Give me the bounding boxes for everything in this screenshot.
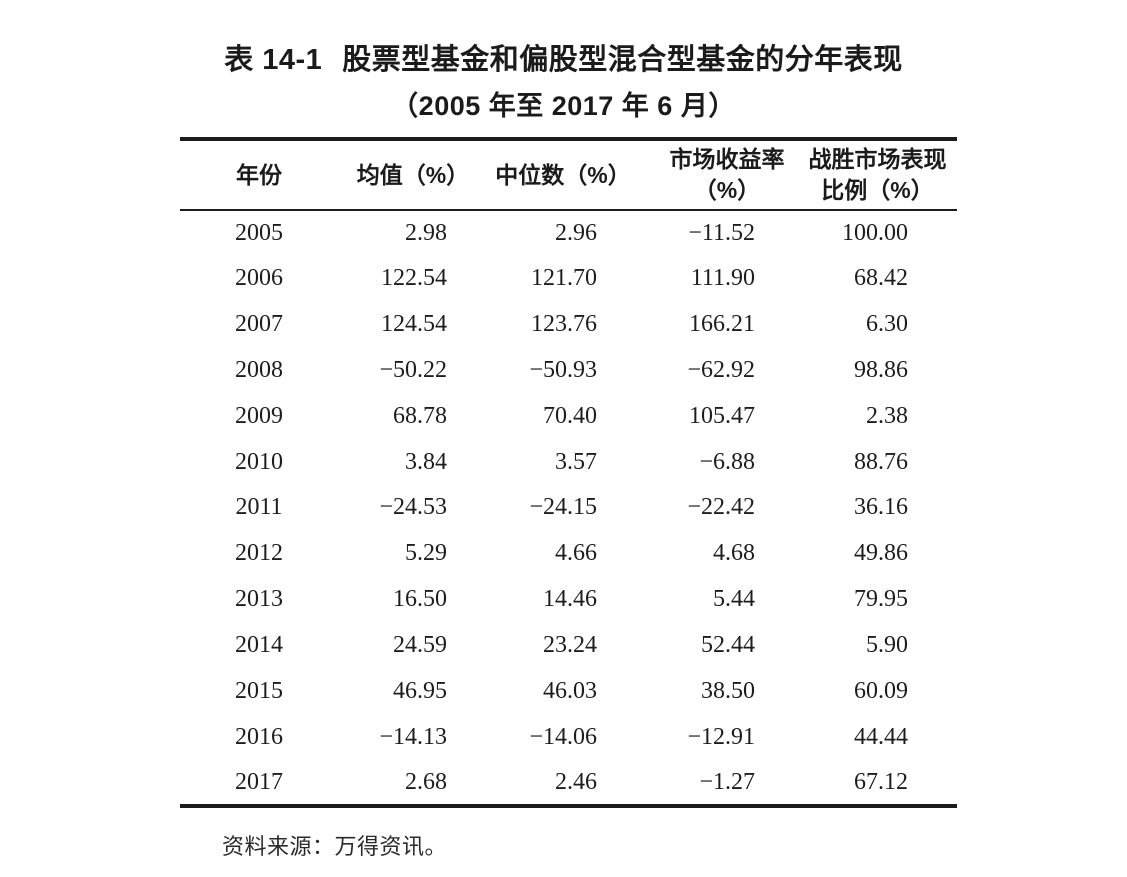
col-header-year: 年份 — [180, 139, 356, 211]
table-row: 2009 68.78 70.40 105.47 2.38 — [180, 393, 957, 439]
median-cell: 121.70 — [531, 265, 597, 292]
median-cell: 23.24 — [543, 632, 597, 659]
beat-market-cell: 36.16 — [854, 494, 908, 521]
col-header-mean: 均值（%） — [356, 139, 470, 211]
col-header-beat-market-line2: 比例（%） — [821, 177, 934, 203]
beat-market-cell: 98.86 — [854, 356, 908, 383]
beat-market-cell: 49.86 — [854, 540, 908, 567]
table-title-line: 表 14-1 股票型基金和偏股型混合型基金的分年表现 — [0, 42, 1127, 78]
mean-cell: 122.54 — [381, 265, 447, 292]
source-note: 资料来源：万得资讯。 — [222, 834, 448, 859]
beat-market-cell: 100.00 — [842, 219, 908, 246]
median-cell: −50.93 — [529, 356, 597, 383]
market-return-cell: −1.27 — [699, 768, 755, 795]
mean-cell: 2.68 — [405, 768, 447, 795]
beat-market-cell: 88.76 — [854, 448, 908, 475]
table-title: 股票型基金和偏股型混合型基金的分年表现 — [342, 44, 903, 76]
beat-market-cell: 67.12 — [854, 768, 908, 795]
beat-market-cell: 60.09 — [854, 677, 908, 704]
table-row: 2015 46.95 46.03 38.50 60.09 — [180, 668, 957, 714]
median-cell: 4.66 — [555, 540, 597, 567]
market-return-cell: −6.88 — [699, 448, 755, 475]
beat-market-cell: 68.42 — [854, 265, 908, 292]
mean-cell: 2.98 — [405, 219, 447, 246]
year-cell: 2005 — [235, 219, 283, 246]
mean-cell: −24.53 — [379, 494, 447, 521]
median-cell: 14.46 — [543, 586, 597, 613]
market-return-cell: 4.68 — [713, 540, 755, 567]
table-row: 2010 3.84 3.57 −6.88 88.76 — [180, 439, 957, 485]
beat-market-cell: 2.38 — [866, 402, 908, 429]
table-subtitle: （2005 年至 2017 年 6 月） — [391, 91, 736, 121]
col-header-market-return-line1: 市场收益率 — [669, 146, 785, 172]
year-cell: 2008 — [235, 356, 283, 383]
market-return-cell: 52.44 — [701, 632, 755, 659]
table-number-label: 表 14-1 — [224, 44, 323, 76]
market-return-cell: 5.44 — [713, 586, 755, 613]
mean-cell: −50.22 — [379, 356, 447, 383]
median-cell: 2.46 — [555, 768, 597, 795]
mean-cell: −14.13 — [379, 723, 447, 750]
year-cell: 2012 — [235, 540, 283, 567]
year-cell: 2015 — [235, 677, 283, 704]
table-row: 2017 2.68 2.46 −1.27 67.12 — [180, 760, 957, 806]
col-header-median: 中位数（%） — [470, 139, 656, 211]
col-header-beat-market: 战胜市场表现 比例（%） — [798, 139, 957, 211]
market-return-cell: −22.42 — [687, 494, 755, 521]
col-header-market-return-line2: （%） — [693, 177, 761, 203]
fund-performance-table: 年份 均值（%） 中位数（%） 市场收益率 （%） 战胜市场表现 比例（%） 2… — [180, 137, 957, 808]
table-row: 2005 2.98 2.96 −11.52 100.00 — [180, 210, 957, 256]
year-cell: 2013 — [235, 586, 283, 613]
table-row: 2016 −14.13 −14.06 −12.91 44.44 — [180, 714, 957, 760]
mean-cell: 68.78 — [393, 402, 447, 429]
market-return-cell: −12.91 — [687, 723, 755, 750]
table-caption: 表 14-1 股票型基金和偏股型混合型基金的分年表现 （2005 年至 2017 … — [0, 42, 1127, 123]
mean-cell: 24.59 — [393, 632, 447, 659]
median-cell: 3.57 — [555, 448, 597, 475]
beat-market-cell: 5.90 — [866, 632, 908, 659]
mean-cell: 5.29 — [405, 540, 447, 567]
table-row: 2007 124.54 123.76 166.21 6.30 — [180, 302, 957, 348]
market-return-cell: 38.50 — [701, 677, 755, 704]
market-return-cell: −11.52 — [688, 219, 755, 246]
market-return-cell: −62.92 — [687, 356, 755, 383]
table-row: 2008 −50.22 −50.93 −62.92 98.86 — [180, 348, 957, 394]
mean-cell: 16.50 — [393, 586, 447, 613]
mean-cell: 3.84 — [405, 448, 447, 475]
year-cell: 2016 — [235, 723, 283, 750]
col-header-beat-market-line1: 战胜市场表现 — [808, 146, 947, 172]
year-cell: 2010 — [235, 448, 283, 475]
median-cell: −24.15 — [529, 494, 597, 521]
median-cell: 2.96 — [555, 219, 597, 246]
median-cell: 46.03 — [543, 677, 597, 704]
year-cell: 2007 — [235, 311, 283, 338]
header-row: 年份 均值（%） 中位数（%） 市场收益率 （%） 战胜市场表现 比例（%） — [180, 139, 957, 211]
beat-market-cell: 79.95 — [854, 586, 908, 613]
year-cell: 2006 — [235, 265, 283, 292]
table-row: 2012 5.29 4.66 4.68 49.86 — [180, 531, 957, 577]
beat-market-cell: 44.44 — [854, 723, 908, 750]
market-return-cell: 166.21 — [689, 311, 755, 338]
year-cell: 2017 — [235, 768, 283, 795]
median-cell: 123.76 — [531, 311, 597, 338]
table-row: 2014 24.59 23.24 52.44 5.90 — [180, 623, 957, 669]
table-row: 2013 16.50 14.46 5.44 79.95 — [180, 577, 957, 623]
col-header-market-return: 市场收益率 （%） — [656, 139, 798, 211]
year-cell: 2011 — [235, 494, 283, 521]
table-row: 2006 122.54 121.70 111.90 68.42 — [180, 256, 957, 302]
median-cell: 70.40 — [543, 402, 597, 429]
year-cell: 2009 — [235, 402, 283, 429]
median-cell: −14.06 — [529, 723, 597, 750]
market-return-cell: 111.90 — [690, 265, 755, 292]
mean-cell: 46.95 — [393, 677, 447, 704]
mean-cell: 124.54 — [381, 311, 447, 338]
beat-market-cell: 6.30 — [866, 311, 908, 338]
market-return-cell: 105.47 — [689, 402, 755, 429]
table-row: 2011 −24.53 −24.15 −22.42 36.16 — [180, 485, 957, 531]
year-cell: 2014 — [235, 632, 283, 659]
